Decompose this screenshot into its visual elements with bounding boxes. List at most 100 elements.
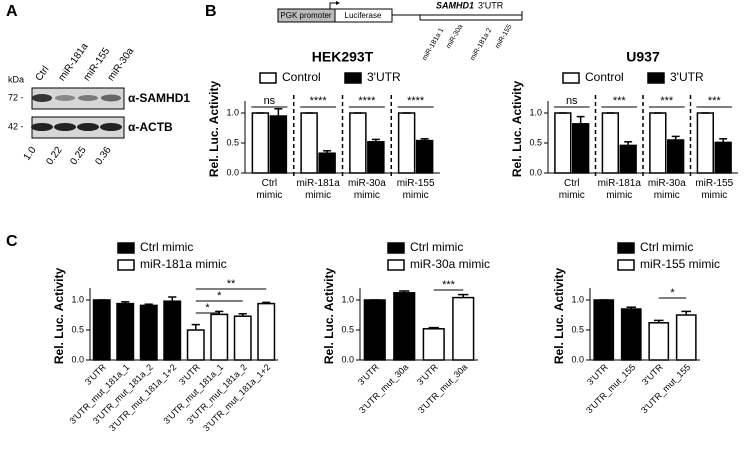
- significance-label: ***: [708, 95, 722, 107]
- promoter-label: PGK promoter: [280, 11, 331, 20]
- significance-label: *: [217, 290, 222, 302]
- quantification: 0.36: [93, 145, 113, 168]
- bar: [397, 112, 416, 174]
- chart-title: HEK293T: [312, 49, 374, 65]
- x-tick-label: 3'UTR: [415, 362, 440, 387]
- x-tick-label: miR-155 mimic: [397, 178, 435, 201]
- marker: 42 -: [8, 121, 24, 131]
- y-tick-label: 1.0: [71, 294, 84, 304]
- antibody: α-ACTB: [128, 120, 173, 134]
- y-tick-label: 0.0: [341, 354, 354, 364]
- bar: [696, 112, 715, 174]
- quantification: 1.0: [22, 145, 39, 163]
- x-tick-label: 3'UTR_mut_155: [584, 362, 637, 415]
- legend-label: miR-30a mimic: [410, 257, 490, 271]
- site-label: miR-181a 1: [421, 27, 445, 62]
- legend-swatch: [562, 72, 580, 84]
- bar: [415, 139, 434, 174]
- bar: [367, 141, 385, 174]
- significance-label: ***: [613, 95, 627, 107]
- bar: [251, 112, 270, 174]
- band: [100, 123, 122, 131]
- bar: [257, 302, 276, 361]
- bar: [648, 322, 670, 361]
- bar: [593, 299, 615, 361]
- significance-label: ***: [660, 95, 674, 107]
- x-tick-label: Ctrl mimic: [559, 178, 585, 201]
- bar: [349, 112, 367, 174]
- bar: [233, 315, 252, 361]
- bar: [269, 115, 288, 174]
- kda-label: kDa: [8, 74, 24, 84]
- x-tick-label: miR-30a mimic: [648, 178, 686, 201]
- quantification: 0.25: [68, 145, 88, 168]
- y-tick-label: 0.0: [226, 167, 239, 177]
- y-tick-label: 0.5: [341, 324, 354, 334]
- legend-swatch: [387, 242, 405, 254]
- legend-label: Control: [282, 70, 321, 84]
- bar: [300, 112, 318, 174]
- y-axis-label: Rel. Luc. Activity: [207, 81, 221, 178]
- significance-label: **: [227, 278, 236, 290]
- x-tick-label: miR-181a mimic: [598, 178, 642, 201]
- legend-swatch: [117, 259, 135, 271]
- legend-label: Ctrl mimic: [640, 240, 693, 254]
- bar: [675, 314, 697, 361]
- site-label: miR-155: [494, 23, 513, 50]
- x-tick-label: Ctrl mimic: [256, 178, 282, 201]
- y-axis-label: Rel. Luc. Activity: [552, 268, 566, 365]
- bar: [620, 308, 642, 361]
- significance-label: ****: [407, 95, 425, 107]
- y-tick-label: 1.0: [571, 294, 584, 304]
- legend-label: Ctrl mimic: [140, 240, 193, 254]
- bar: [619, 144, 637, 174]
- y-tick-label: 1.0: [341, 294, 354, 304]
- significance-label: *: [670, 287, 675, 299]
- y-axis-label: Rel. Luc. Activity: [322, 268, 336, 365]
- bar: [554, 112, 572, 174]
- band: [101, 94, 121, 102]
- band: [55, 95, 75, 101]
- y-tick-label: 1.0: [226, 107, 239, 117]
- y-tick-label: 0.5: [529, 137, 542, 147]
- x-tick-label: miR-30a mimic: [348, 178, 386, 201]
- x-tick-label: 3'UTR_mut_155: [639, 362, 692, 415]
- tss-arrow-head: [336, 1, 340, 5]
- significance-label: *: [205, 302, 210, 314]
- y-tick-label: 0.5: [571, 324, 584, 334]
- significance-label: ****: [358, 95, 376, 107]
- significance-label: ns: [264, 95, 276, 107]
- y-axis-label: Rel. Luc. Activity: [52, 268, 66, 365]
- band: [77, 123, 99, 131]
- band: [54, 123, 76, 131]
- y-tick-label: 0.0: [571, 354, 584, 364]
- x-tick-label: miR-155 mimic: [695, 178, 733, 201]
- y-tick-label: 0.5: [71, 324, 84, 334]
- band: [78, 95, 98, 101]
- blot: kDa Ctrl miR-181a miR-155 miR-30a 72 - 4…: [8, 41, 190, 167]
- bar: [649, 112, 667, 174]
- reporter-label: Luciferase: [345, 11, 382, 20]
- panel-label: A: [6, 3, 18, 20]
- site-label: miR-181a 2: [469, 27, 493, 62]
- x-tick-label: 3'UTR: [585, 362, 610, 387]
- y-tick-label: 0.0: [71, 354, 84, 364]
- quantification: 0.22: [44, 145, 64, 168]
- legend-swatch: [617, 242, 635, 254]
- legend-swatch: [344, 72, 362, 84]
- bar: [186, 329, 205, 361]
- bar: [318, 152, 336, 174]
- legend-swatch: [617, 259, 635, 271]
- utr-gene: SAMHD1: [436, 0, 474, 10]
- x-tick-label: 3'UTR: [356, 362, 381, 387]
- utr-suffix: 3'UTR: [478, 0, 504, 10]
- legend-label: miR-181a mimic: [140, 257, 227, 271]
- x-tick-label: 3'UTR: [640, 362, 665, 387]
- band: [31, 123, 53, 131]
- bar: [667, 139, 685, 174]
- y-tick-label: 1.0: [529, 107, 542, 117]
- bar: [452, 296, 475, 361]
- panel-label: C: [6, 233, 18, 250]
- bar: [393, 292, 416, 361]
- legend-swatch: [117, 242, 135, 254]
